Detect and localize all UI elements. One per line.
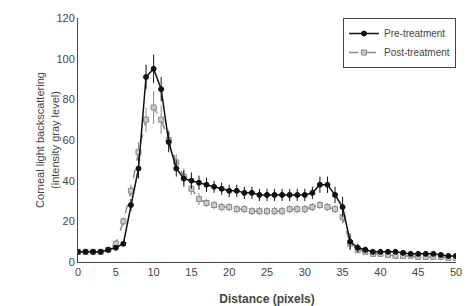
- svg-text:45: 45: [412, 266, 424, 278]
- svg-text:Post-treatment: Post-treatment: [384, 47, 450, 58]
- svg-text:10: 10: [147, 266, 159, 278]
- svg-text:20: 20: [223, 266, 235, 278]
- svg-text:0: 0: [75, 266, 81, 278]
- svg-text:Pre-treatment: Pre-treatment: [384, 28, 445, 39]
- svg-text:35: 35: [336, 266, 348, 278]
- svg-text:Corneal light backscattering(i: Corneal light backscattering(intensity g…: [34, 72, 60, 208]
- svg-text:60: 60: [63, 134, 75, 146]
- svg-text:120: 120: [56, 12, 74, 24]
- svg-text:50: 50: [450, 266, 462, 278]
- svg-text:0: 0: [69, 256, 75, 268]
- svg-text:100: 100: [56, 53, 74, 65]
- svg-text:Distance (pixels): Distance (pixels): [219, 292, 314, 306]
- svg-text:15: 15: [185, 266, 197, 278]
- svg-text:40: 40: [374, 266, 386, 278]
- svg-text:20: 20: [63, 215, 75, 227]
- svg-text:40: 40: [63, 175, 75, 187]
- svg-text:80: 80: [63, 93, 75, 105]
- svg-text:30: 30: [299, 266, 311, 278]
- svg-text:5: 5: [113, 266, 119, 278]
- svg-text:25: 25: [261, 266, 273, 278]
